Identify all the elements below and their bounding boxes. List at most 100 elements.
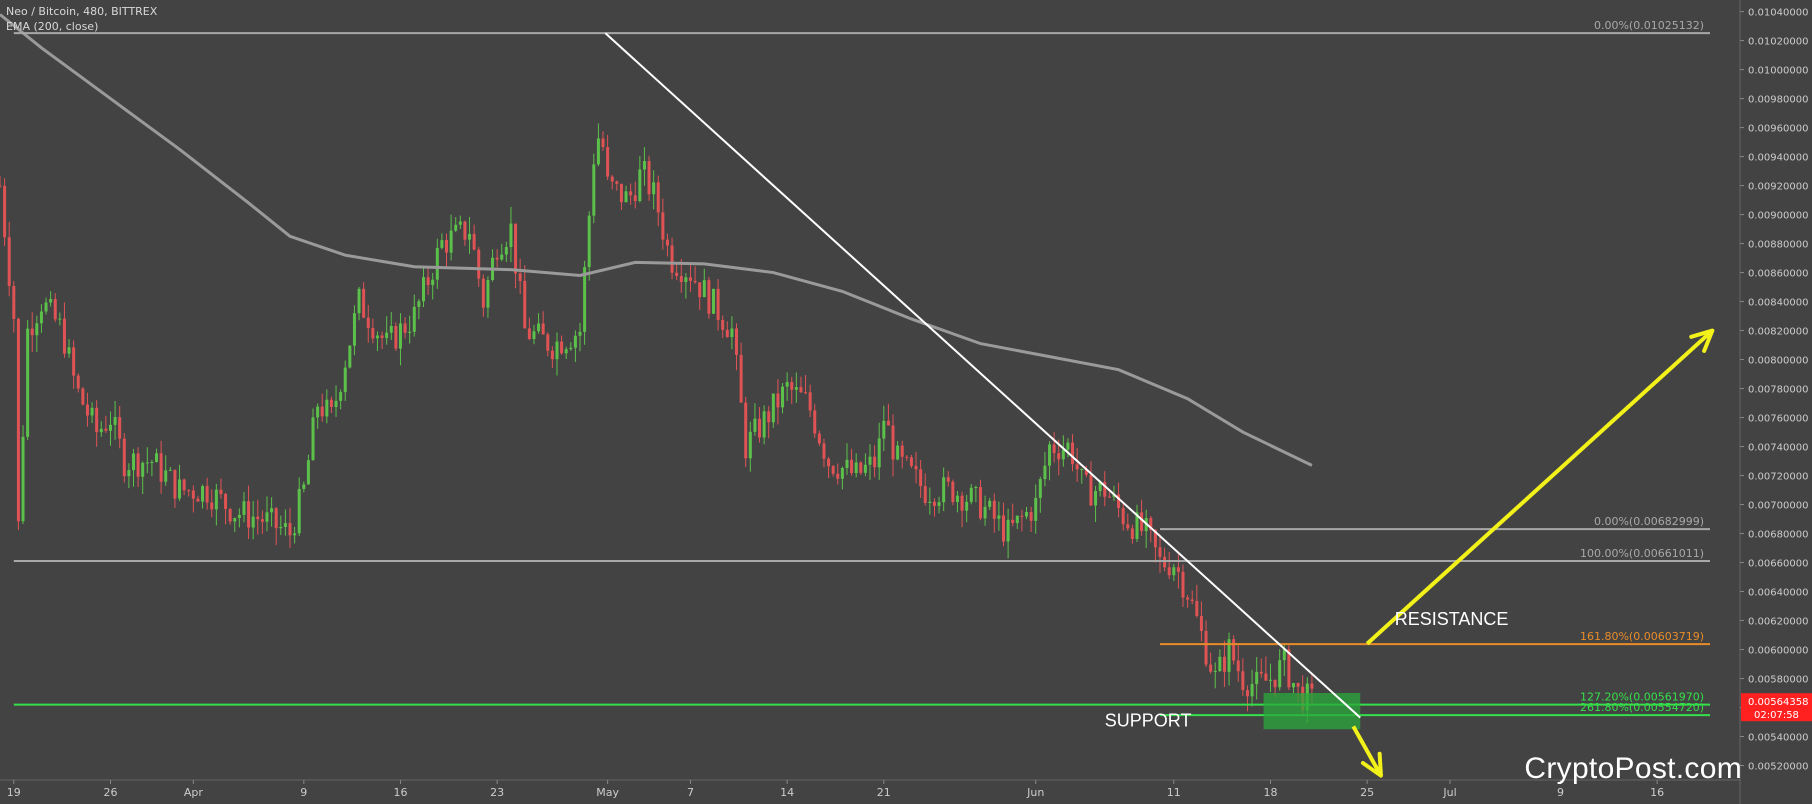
candle-body (564, 349, 568, 354)
candle-body (1029, 511, 1033, 521)
candle-body (205, 486, 209, 503)
candle-body (753, 418, 757, 432)
candle-body (265, 512, 269, 522)
candle-body (665, 239, 669, 246)
candle-body (1209, 664, 1213, 672)
candle-body (1199, 615, 1203, 631)
candle-body (969, 487, 973, 502)
candle-body (794, 387, 798, 390)
candle-body (297, 488, 301, 534)
candle-body (550, 350, 554, 360)
candle-body (1268, 679, 1272, 681)
arrow-shaft (1365, 329, 1714, 646)
candle-body (965, 501, 969, 511)
candle-body (224, 493, 228, 510)
candle-body (274, 508, 278, 529)
candle-body (81, 388, 85, 405)
bar-countdown: 02:07:58 (1754, 710, 1799, 721)
candle-body (1103, 481, 1107, 497)
candle-body (532, 331, 536, 340)
time-tick-label: Apr (184, 786, 204, 799)
chart-header: Neo / Bitcoin, 480, BITTREX EMA (200, cl… (6, 4, 157, 34)
candle-body (684, 277, 688, 282)
candle-body (348, 345, 352, 368)
candle-body (555, 341, 559, 360)
candle-body (343, 367, 347, 393)
candle-body (1107, 496, 1111, 498)
price-tick-label: 0.00820000 (1748, 327, 1808, 338)
candle-body (1186, 597, 1190, 600)
support-zone (1263, 693, 1361, 730)
candle-body (1213, 670, 1217, 672)
candle-body (366, 317, 370, 328)
candle-body (698, 282, 702, 298)
candle-body (1255, 671, 1259, 685)
candle-body (316, 406, 320, 418)
candle-body (233, 518, 237, 522)
candle-body (1052, 444, 1056, 454)
candle-body (1167, 567, 1171, 576)
candle-body (454, 224, 458, 231)
candle-body (808, 392, 812, 411)
candle-body (113, 417, 117, 425)
candle-body (836, 473, 840, 479)
candle-body (1043, 465, 1047, 480)
candle-body (721, 319, 725, 330)
candle-body (739, 354, 743, 403)
candle-body (1011, 519, 1015, 524)
price-tick-label: 0.00640000 (1748, 588, 1808, 599)
candle-body (62, 318, 66, 354)
candle-body (1153, 529, 1157, 548)
candle-body (325, 399, 329, 417)
candle-body (136, 453, 140, 477)
candle-body (440, 240, 444, 248)
price-tick-label: 0.00860000 (1748, 269, 1808, 280)
price-tick-label: 0.00780000 (1748, 385, 1808, 396)
candle-body (509, 223, 513, 248)
price-tick-label: 0.00920000 (1748, 182, 1808, 193)
candle-body (1287, 649, 1291, 688)
candle-body (615, 181, 619, 184)
candle-body (191, 490, 195, 499)
time-tick-label: 19 (7, 786, 21, 799)
candle-body (260, 519, 264, 522)
candle-body (481, 278, 485, 308)
candle-body (813, 410, 817, 434)
candle-body (629, 191, 633, 196)
candle-body (1296, 683, 1300, 687)
candle-body (155, 453, 159, 463)
candle-body (988, 500, 992, 507)
candle-body (95, 407, 99, 433)
candle-body (785, 382, 789, 387)
price-tick-label: 0.00880000 (1748, 240, 1808, 251)
price-tick-label: 0.00660000 (1748, 559, 1808, 570)
candle-body (1190, 599, 1194, 602)
candle-body (168, 469, 172, 471)
candle-body (417, 301, 421, 307)
candle-body (992, 500, 996, 519)
price-tick-label: 0.00700000 (1748, 501, 1808, 512)
candle-body (3, 185, 7, 238)
candle-body (412, 306, 416, 332)
candle-body (790, 382, 794, 390)
candle-body (371, 327, 375, 339)
candle-body (1057, 453, 1061, 460)
price-tick-label: 0.01020000 (1748, 37, 1808, 48)
candle-body (468, 233, 472, 240)
candle-body (270, 508, 274, 513)
candle-body (90, 407, 94, 416)
candle-body (1061, 449, 1065, 460)
candle-body (758, 418, 762, 438)
time-tick-label: 21 (877, 786, 891, 799)
candle-body (1094, 490, 1098, 506)
candle-body (716, 288, 720, 320)
candle-body (26, 328, 30, 437)
candle-body (560, 341, 564, 354)
candle-body (1038, 479, 1042, 498)
candle-body (421, 277, 425, 302)
price-tick-label: 0.00840000 (1748, 298, 1808, 309)
candle-body (380, 335, 384, 339)
candle-body (914, 465, 918, 470)
arrow-head (1360, 751, 1383, 778)
